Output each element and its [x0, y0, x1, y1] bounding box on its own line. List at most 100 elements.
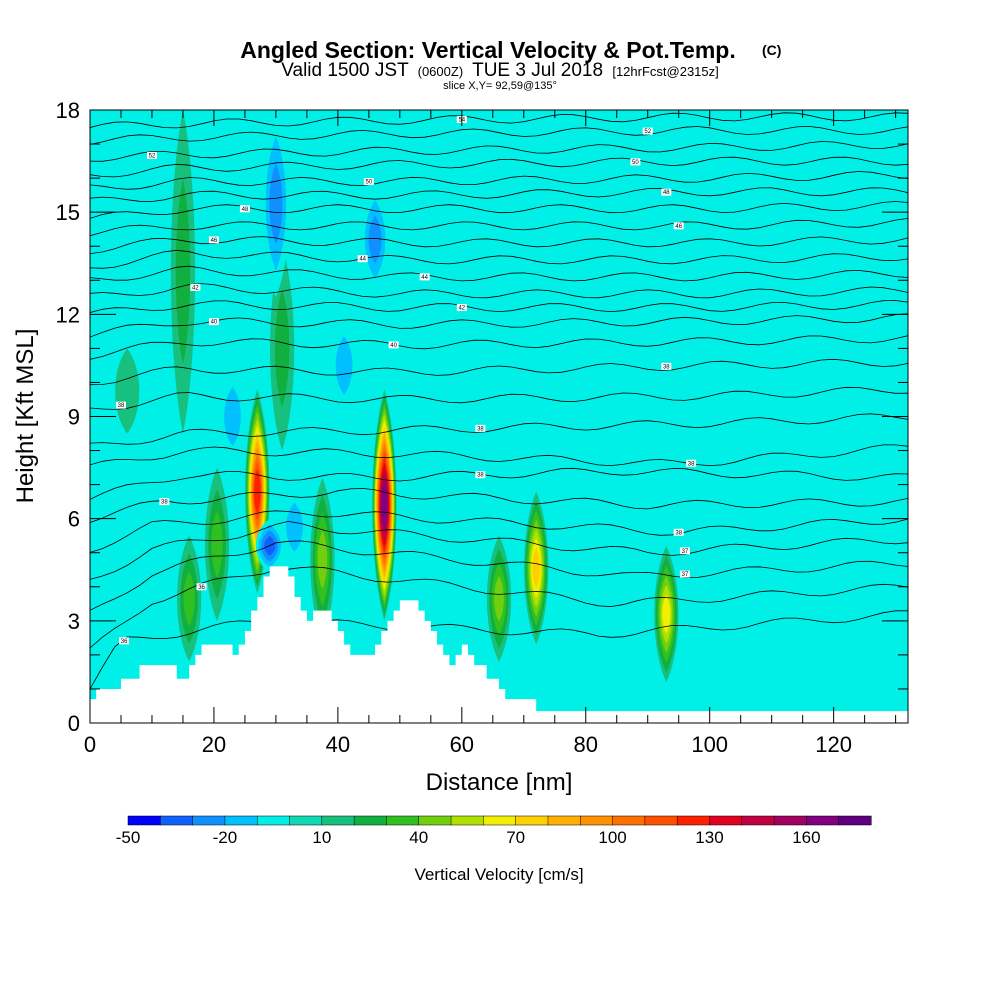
colorbar-swatch — [644, 815, 678, 826]
colorbar-swatch — [676, 815, 711, 826]
y-tick-label: 9 — [68, 405, 80, 430]
theta-contour — [90, 156, 908, 178]
y-axis-label: Height [Kft MSL] — [12, 329, 39, 504]
contour-label-bg — [673, 528, 684, 536]
colorbar-swatch — [386, 815, 420, 826]
velocity-fill-level — [532, 547, 540, 589]
x-tick-label: 80 — [574, 732, 598, 757]
pot-temp-contour-labels: 36 36 37 37 38 38 38 38 38 38 38 40 40 42 42 44 44 46 46 48… — [115, 116, 697, 645]
theta-contour — [90, 467, 908, 500]
colorbar-tick-label: -20 — [213, 828, 238, 847]
terrain — [90, 566, 908, 723]
contour-label: 38 — [477, 426, 484, 432]
contour-label-bg — [673, 222, 684, 230]
contour-label-bg — [642, 127, 653, 135]
colorbar-tick-label: 100 — [598, 828, 626, 847]
theta-contour — [90, 335, 908, 360]
contour-label-bg — [661, 362, 672, 370]
colorbar-label: Vertical Velocity [cm/s] — [414, 865, 583, 884]
colorbar-tick-label: 70 — [506, 828, 525, 847]
theta-contour — [90, 125, 908, 145]
colorbar-swatch — [483, 815, 517, 826]
theta-contour — [90, 187, 908, 202]
contour-label: 52 — [644, 129, 651, 135]
theta-contour — [90, 300, 908, 313]
contour-label-bg — [475, 471, 486, 479]
velocity-fill-level — [254, 468, 261, 514]
x-tick-label: 40 — [326, 732, 350, 757]
colorbar-swatch — [773, 815, 807, 826]
contour-label: 38 — [161, 500, 168, 506]
velocity-cell-downdraft-20 — [138, 178, 166, 315]
y-tick-label: 0 — [68, 711, 80, 736]
contour-label: 38 — [675, 530, 682, 536]
colorbar-swatch — [321, 815, 355, 826]
colorbar-swatch — [580, 815, 614, 826]
velocity-cell-updraft-6 — [204, 467, 230, 621]
colorbar-swatch — [838, 815, 872, 826]
contour-label: 38 — [477, 473, 484, 479]
velocity-cell-updraft-5 — [310, 477, 335, 642]
velocity-cell-updraft-9 — [270, 246, 295, 451]
contour-label-bg — [679, 570, 690, 578]
chart-title-tag: (C) — [762, 42, 781, 58]
velocity-fill-level — [494, 575, 504, 622]
contour-label: 36 — [121, 639, 128, 645]
colorbar-swatch — [450, 815, 484, 826]
contour-label-bg — [119, 637, 130, 645]
velocity-fill-level — [553, 416, 582, 519]
theta-contour — [90, 236, 908, 254]
colorbar-swatch — [192, 815, 226, 826]
velocity-cell-updraft-4 — [486, 535, 512, 662]
contour-label: 50 — [632, 160, 639, 166]
velocity-fill-level — [224, 387, 241, 446]
velocity-fill-level — [175, 178, 191, 365]
contour-label: 48 — [663, 190, 670, 196]
contour-label: 48 — [242, 207, 249, 213]
theta-contour — [90, 313, 908, 338]
slice-label: slice X,Y= 92,59@135° — [443, 80, 557, 92]
theta-contour — [90, 510, 908, 553]
chart-subtitle: Valid 1500 JST (0600Z) TUE 3 Jul 2018 [1… — [281, 60, 719, 81]
velocity-cell-downdraft-15 — [330, 314, 359, 417]
contour-label-bg — [159, 498, 170, 506]
contour-label-bg — [146, 151, 157, 159]
velocity-cell-updraft-3 — [654, 545, 679, 683]
x-tick-label: 100 — [691, 732, 728, 757]
colorbar-swatch — [256, 815, 291, 826]
velocity-fill-level — [335, 336, 353, 395]
contour-label-bg — [456, 304, 467, 312]
contour-label: 40 — [211, 320, 218, 326]
velocity-fill-level — [115, 348, 140, 434]
colorbar-swatch — [353, 815, 387, 826]
contour-label: 46 — [675, 224, 682, 230]
colorbar-tick-label: 160 — [792, 828, 820, 847]
contour-label-bg — [208, 318, 219, 326]
velocity-fill-level — [274, 289, 290, 408]
velocity-fill-level — [211, 511, 223, 578]
theta-contour — [90, 171, 908, 190]
valid-time: Valid 1500 JST — [281, 60, 409, 81]
contour-label: 36 — [198, 585, 205, 591]
x-tick-label: 120 — [815, 732, 852, 757]
theta-contour — [90, 566, 908, 649]
colorbar-swatch — [612, 815, 646, 826]
colorbar-tick-label: 10 — [312, 828, 331, 847]
contour-label-bg — [208, 236, 219, 244]
theta-contour — [90, 201, 908, 219]
colorbar-swatch — [709, 815, 743, 826]
x-axis-label: Distance [nm] — [426, 769, 573, 796]
velocity-fill-level — [138, 178, 166, 315]
contour-label-bg — [239, 205, 250, 213]
theta-contour — [90, 358, 908, 386]
y-tick-label: 18 — [56, 98, 80, 123]
velocity-fill-level — [398, 433, 427, 536]
contour-label: 52 — [149, 153, 156, 159]
forecast-run: [12hrFcst@2315z] — [612, 64, 718, 79]
theta-contour — [90, 487, 908, 523]
velocity-cell-updraft-2 — [524, 491, 549, 645]
plot-area: 36 36 37 37 38 38 38 38 38 38 38 40 40 42 42 44 44 46 46 48… — [90, 110, 908, 723]
contour-label-bg — [686, 459, 697, 467]
contour-label: 50 — [366, 180, 373, 186]
